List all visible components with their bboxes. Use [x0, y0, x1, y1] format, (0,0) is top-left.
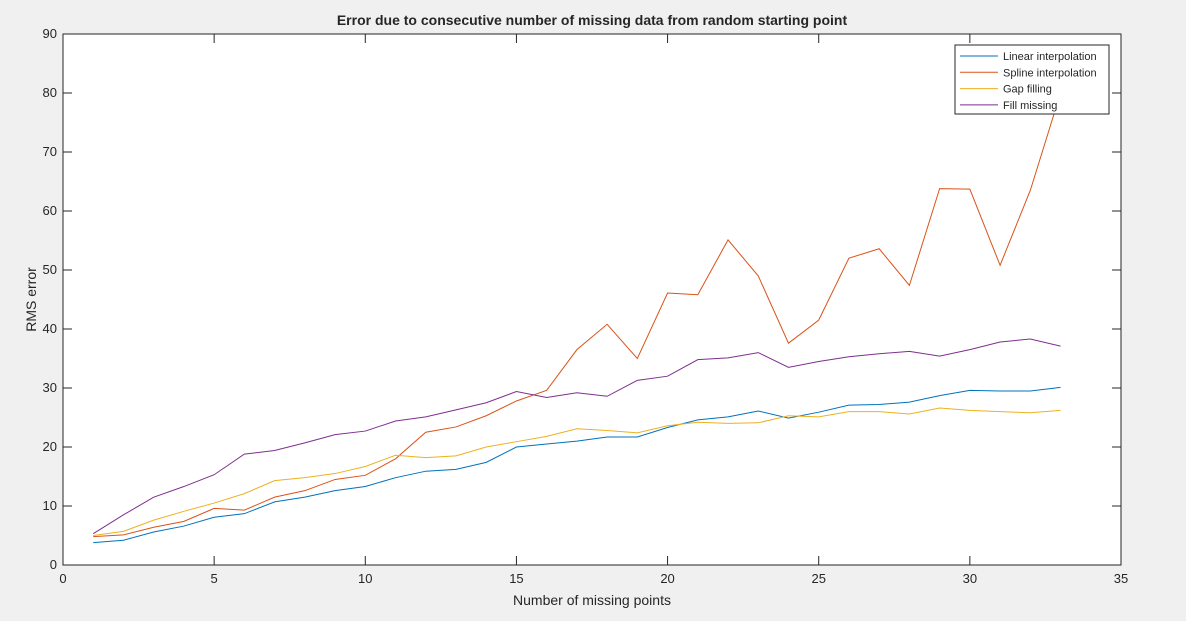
- y-tick-label: 0: [50, 557, 57, 572]
- y-tick-label: 20: [43, 439, 57, 454]
- x-tick-label: 25: [811, 571, 825, 586]
- ticks-layer: 0 5 10 15 20 25 30 35 0 10 20 30 40 50 60 70 80 90: [43, 26, 1129, 586]
- series-line-2: [93, 92, 1062, 538]
- y-tick-label: 50: [43, 262, 57, 277]
- series-layer: [92, 92, 1062, 544]
- x-tick-label: 30: [963, 571, 977, 586]
- x-tick-label: 0: [59, 571, 66, 586]
- y-tick-label: 40: [43, 321, 57, 336]
- x-tick-label: 20: [660, 571, 674, 586]
- y-tick-label: 90: [43, 26, 57, 41]
- chart-title: Error due to consecutive number of missi…: [337, 12, 848, 28]
- x-tick-label: 5: [211, 571, 218, 586]
- legend-label: Spline interpolation: [1003, 67, 1097, 79]
- y-axis-label: RMS error: [23, 267, 39, 332]
- x-axis-label: Number of missing points: [513, 592, 671, 608]
- plot-area: [63, 34, 1121, 565]
- series-line-4: [92, 338, 1061, 535]
- y-tick-label: 60: [43, 203, 57, 218]
- legend-label: Gap filling: [1003, 84, 1052, 96]
- series-line-3: [93, 407, 1061, 536]
- legend-label: Linear interpolation: [1003, 51, 1097, 63]
- legend: Linear interpolation Spline interpolation…: [954, 44, 1110, 115]
- y-tick-label: 70: [43, 144, 57, 159]
- y-tick-label: 80: [43, 85, 57, 100]
- x-tick-label: 35: [1114, 571, 1128, 586]
- x-tick-label: 15: [509, 571, 523, 586]
- legend-label: Fill missing: [1003, 100, 1057, 112]
- y-tick-label: 30: [43, 380, 57, 395]
- axes-box: [62, 33, 1122, 566]
- series-line-1: [93, 386, 1061, 544]
- x-tick-label: 10: [358, 571, 372, 586]
- y-tick-label: 10: [43, 498, 57, 513]
